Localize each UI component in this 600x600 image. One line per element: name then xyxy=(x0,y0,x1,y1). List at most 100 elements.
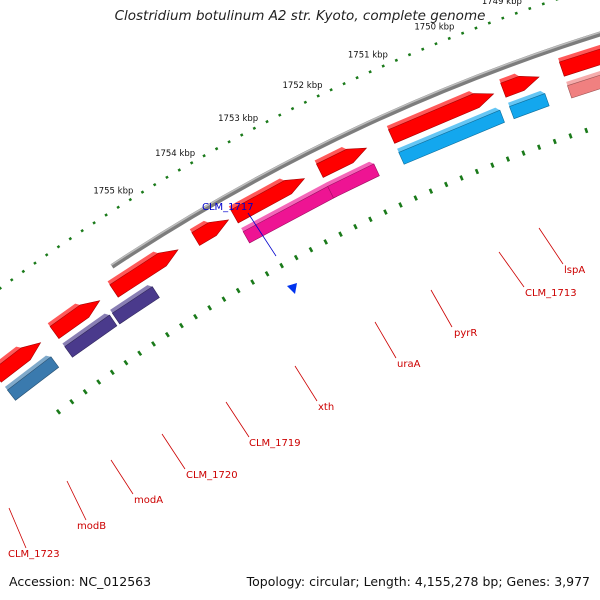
feature-arrow xyxy=(111,286,160,325)
scale-dot xyxy=(56,244,61,249)
kbp-label: 1750 kbp xyxy=(414,23,454,33)
feature-arrow xyxy=(64,314,118,358)
feature-arrow xyxy=(509,93,550,120)
backbone xyxy=(110,31,600,269)
scale-dot xyxy=(265,119,269,124)
feature-bevel xyxy=(107,251,159,285)
scale-dot xyxy=(381,64,385,68)
feature-bevel xyxy=(499,73,520,84)
inner-tick xyxy=(474,168,480,175)
marker-icon xyxy=(287,283,297,294)
feature-arrow xyxy=(559,48,600,77)
leader-line xyxy=(430,289,453,328)
scale-dot xyxy=(214,147,219,151)
gene-label: xth xyxy=(318,402,334,413)
feature-bevel xyxy=(241,182,331,232)
feature-arrow xyxy=(567,74,600,99)
inner-tick xyxy=(537,144,542,151)
gene-label: CLM_1717 xyxy=(202,202,254,213)
gene-label: CLM_1720 xyxy=(186,470,238,481)
inner-tick xyxy=(383,209,388,215)
feature-bevel xyxy=(189,220,209,233)
leader-line xyxy=(161,433,186,470)
leader-line xyxy=(498,251,525,288)
kbp-label: 1753 kbp xyxy=(218,114,258,124)
inner-tick xyxy=(338,231,343,238)
inner-tick xyxy=(293,254,299,261)
inner-tick xyxy=(151,341,156,347)
inner-tick xyxy=(123,359,129,366)
feature-bevel xyxy=(314,147,347,165)
inner-tick xyxy=(96,379,102,385)
inner-tick xyxy=(137,350,143,357)
kbp-label: 1751 kbp xyxy=(348,51,388,61)
inner-tick xyxy=(444,181,449,188)
leader-line xyxy=(110,459,134,495)
genome-title: Clostridium botulinum A2 str. Kyoto, com… xyxy=(114,8,486,24)
scale-dot xyxy=(227,140,231,144)
scale-dot xyxy=(0,286,2,291)
gene-label: lspA xyxy=(564,265,585,276)
inner-tick xyxy=(505,156,511,162)
feature-bevel xyxy=(508,90,545,107)
leader-line xyxy=(374,321,397,359)
feature-arrow xyxy=(398,109,505,165)
leader-line xyxy=(8,507,27,549)
gene-label: CLM_1713 xyxy=(525,288,577,299)
leader-line xyxy=(225,401,250,438)
inner-tick xyxy=(250,279,256,285)
scale-dot xyxy=(9,278,14,282)
scale-dot xyxy=(278,113,282,117)
feature-arrow xyxy=(327,163,380,199)
scale-dot xyxy=(21,269,26,274)
inner-tick xyxy=(521,150,526,156)
scale-dot xyxy=(474,26,478,30)
inner-tick xyxy=(193,313,198,320)
inner-tick xyxy=(55,409,62,415)
feature-arrow xyxy=(230,178,306,224)
inner-tick xyxy=(428,188,434,194)
inner-tick xyxy=(368,216,373,223)
gene-label: modA xyxy=(134,495,163,506)
inner-tick xyxy=(264,270,270,277)
scale-dot xyxy=(460,31,465,35)
scale-dot xyxy=(202,154,206,158)
scale-dot xyxy=(355,76,359,80)
gene-label: CLM_1719 xyxy=(249,438,301,449)
feature-arrow xyxy=(316,147,368,178)
scale-dot xyxy=(316,94,320,98)
leader-line xyxy=(538,227,564,265)
inner-tick xyxy=(207,305,213,311)
feature-bevel xyxy=(386,91,474,130)
feature-arrow xyxy=(49,300,101,340)
scale-dot xyxy=(501,16,505,20)
feature-bevel xyxy=(47,303,81,327)
scale-dot xyxy=(487,21,492,25)
scale-dot xyxy=(342,82,346,86)
feature-arrow xyxy=(191,219,230,246)
scale-dot xyxy=(394,58,399,62)
scale-dot xyxy=(329,88,333,92)
feature-bevel xyxy=(325,161,374,187)
inner-tick xyxy=(279,262,284,269)
backbone-arc xyxy=(110,31,600,269)
inner-tick xyxy=(69,398,75,405)
inner-tick xyxy=(235,287,241,294)
feature-bevel xyxy=(558,44,600,63)
feature-bevel xyxy=(397,107,500,153)
inner-tick xyxy=(221,296,227,302)
accession-text: Accession: NC_012563 xyxy=(9,574,152,589)
inner-tick xyxy=(308,246,314,253)
inner-tick xyxy=(490,162,495,169)
feature-bevel xyxy=(110,285,153,314)
scale-dot xyxy=(165,175,169,180)
scale-dot xyxy=(92,221,96,225)
feature-arrow xyxy=(109,249,179,298)
scale-dot xyxy=(189,161,194,165)
kbp-label: 1752 kbp xyxy=(282,81,322,91)
feature-bevel xyxy=(4,355,51,391)
inner-tick xyxy=(398,202,403,208)
scale-dot xyxy=(239,133,244,137)
feature-arrow xyxy=(0,342,42,383)
